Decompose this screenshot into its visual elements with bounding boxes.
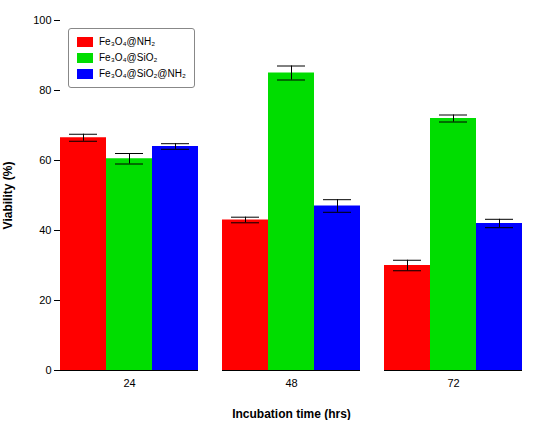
svg-text:48: 48	[285, 377, 297, 389]
html-text:Fe₃O₄@SiO₂@NH₂: Fe₃O₄@SiO₂@NH₂	[99, 68, 186, 79]
svg-text:80: 80	[39, 84, 51, 96]
svg-text:Incubation time (hrs): Incubation time (hrs)	[232, 407, 351, 421]
svg-text:40: 40	[39, 224, 51, 236]
svg-text:24: 24	[123, 377, 135, 389]
svg-text:100: 100	[33, 14, 51, 26]
svg-text:0: 0	[45, 364, 51, 376]
svg-text:20: 20	[39, 294, 51, 306]
html-text:Fe₃O₄@SiO₂: Fe₃O₄@SiO₂	[99, 52, 158, 63]
svg-text:72: 72	[447, 377, 459, 389]
svg-text:Viability (%): Viability (%)	[1, 162, 15, 230]
html-text:Fe₃O₄@NH₂: Fe₃O₄@NH₂	[99, 36, 156, 47]
svg-text:60: 60	[39, 154, 51, 166]
